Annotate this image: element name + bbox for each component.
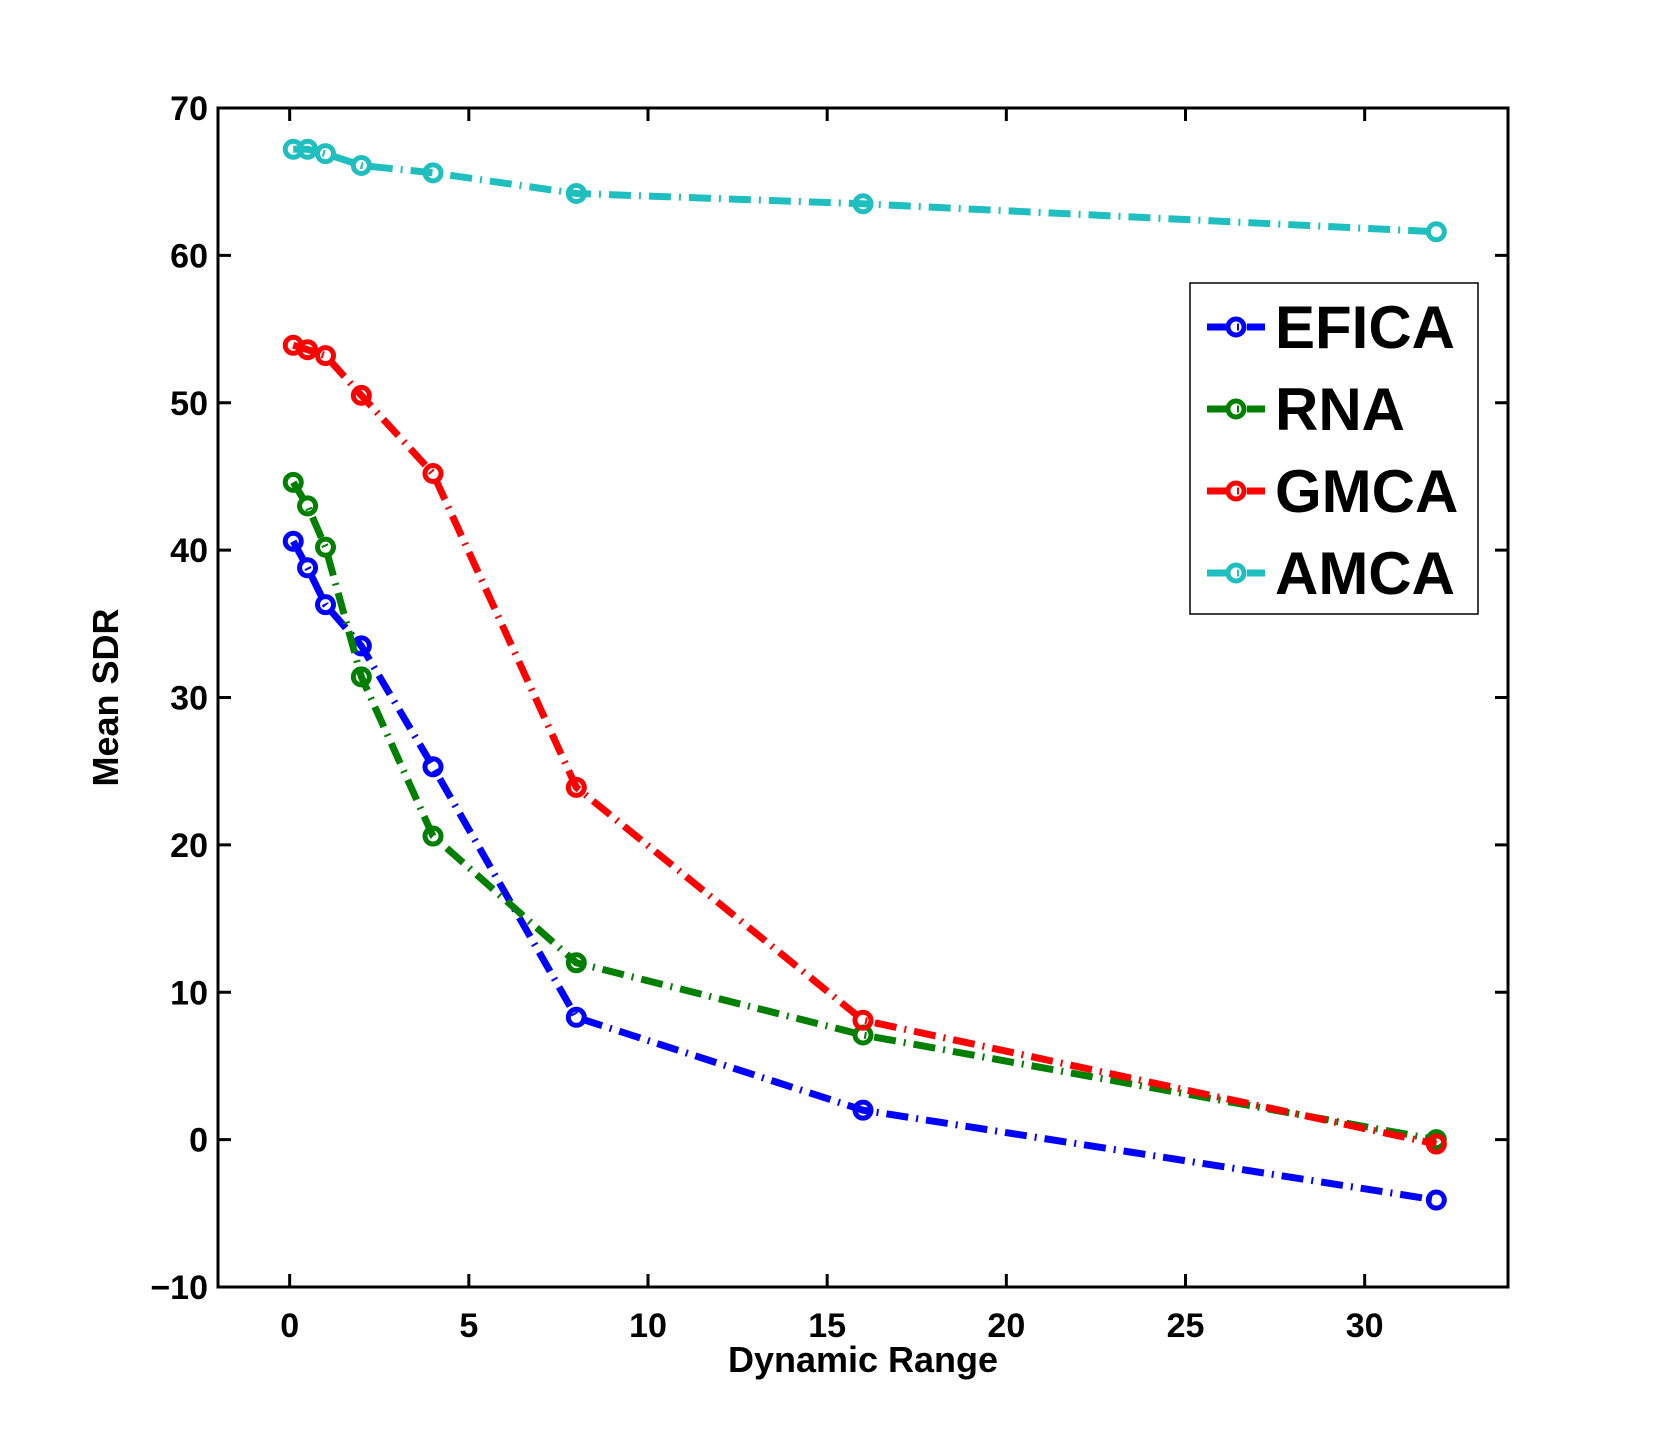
- data-point-amca: [852, 193, 874, 215]
- y-tick-labels: −10 0 10 20 30 40 50 60 70: [150, 90, 208, 1307]
- data-point-rna: [282, 471, 304, 493]
- y-tick-label: 0: [189, 1122, 208, 1160]
- data-point-efica: [297, 557, 319, 579]
- data-point-gmca: [422, 462, 444, 484]
- series-line-efica: [290, 539, 1437, 1204]
- data-point-gmca: [565, 776, 587, 798]
- x-tick-label: 10: [629, 1307, 667, 1345]
- data-point-rna: [565, 952, 587, 974]
- y-tick-label: 70: [170, 90, 208, 128]
- y-tick-label: 10: [170, 974, 208, 1012]
- x-tick-label: 30: [1346, 1307, 1384, 1345]
- legend-item-rna: RNA: [1207, 376, 1405, 443]
- series-line-amca: [293, 145, 1437, 236]
- plot-frame: [216, 106, 1510, 1289]
- series-gmca: [282, 334, 1447, 1155]
- y-tick-label: 40: [170, 532, 208, 570]
- series-amca: [282, 138, 1447, 243]
- data-point-rna: [350, 666, 372, 688]
- series-layer: [282, 138, 1447, 1211]
- data-point-efica: [852, 1099, 874, 1121]
- data-point-efica: [565, 1006, 587, 1028]
- data-point-gmca: [315, 345, 336, 367]
- legend-item-gmca: GMCA: [1207, 458, 1458, 525]
- legend: EFICA RNA GMCA AMCA: [1189, 282, 1479, 615]
- x-tick-label: 20: [987, 1307, 1025, 1345]
- data-point-gmca: [852, 1009, 874, 1031]
- legend-swatch-marker: [1225, 562, 1247, 584]
- data-point-efica: [315, 594, 336, 616]
- x-tick-label: 0: [280, 1307, 299, 1345]
- data-point-amca: [297, 138, 319, 160]
- x-tick-label: 15: [808, 1307, 846, 1345]
- data-point-efica: [282, 530, 304, 552]
- y-tick-label: 60: [170, 237, 208, 275]
- legend-label: AMCA: [1275, 540, 1455, 607]
- data-point-gmca: [350, 384, 372, 406]
- x-tick-label: 25: [1167, 1307, 1205, 1345]
- series-efica: [282, 530, 1447, 1211]
- y-axis-label: Mean SDR: [85, 608, 126, 786]
- legend-swatch-marker: [1225, 480, 1247, 502]
- data-point-amca: [1425, 221, 1447, 243]
- data-point-rna: [315, 536, 336, 558]
- x-tick-labels: 0 5 10 15 20 25 30: [280, 1307, 1383, 1345]
- data-point-amca: [422, 162, 444, 184]
- legend-label: EFICA: [1275, 294, 1455, 361]
- y-tick-label: −10: [150, 1269, 208, 1307]
- y-tick-label: 50: [170, 385, 208, 423]
- data-point-amca: [315, 143, 336, 165]
- data-point-rna: [422, 825, 444, 847]
- data-point-amca: [565, 182, 587, 204]
- data-point-amca: [350, 154, 372, 176]
- data-point-efica: [422, 756, 444, 778]
- series-rna: [282, 471, 1447, 1151]
- data-point-rna: [297, 495, 319, 517]
- series-line-gmca: [292, 341, 1438, 1148]
- legend-swatch-marker: [1225, 398, 1247, 420]
- data-point-gmca: [1425, 1133, 1447, 1155]
- y-tick-label: 30: [170, 680, 208, 718]
- data-point-efica: [1425, 1189, 1447, 1211]
- legend-swatch-marker: [1225, 316, 1247, 338]
- axis-ticks: [218, 106, 1508, 1289]
- legend-label: RNA: [1275, 376, 1405, 443]
- series-line-rna: [290, 480, 1437, 1144]
- data-point-gmca: [297, 339, 319, 361]
- legend-item-efica: EFICA: [1207, 294, 1455, 361]
- legend-label: GMCA: [1275, 458, 1458, 525]
- x-tick-label: 5: [459, 1307, 478, 1345]
- y-tick-label: 20: [170, 827, 208, 865]
- legend-box: [1189, 282, 1479, 615]
- x-axis-label: Dynamic Range: [728, 1339, 998, 1380]
- legend-item-amca: AMCA: [1207, 540, 1455, 607]
